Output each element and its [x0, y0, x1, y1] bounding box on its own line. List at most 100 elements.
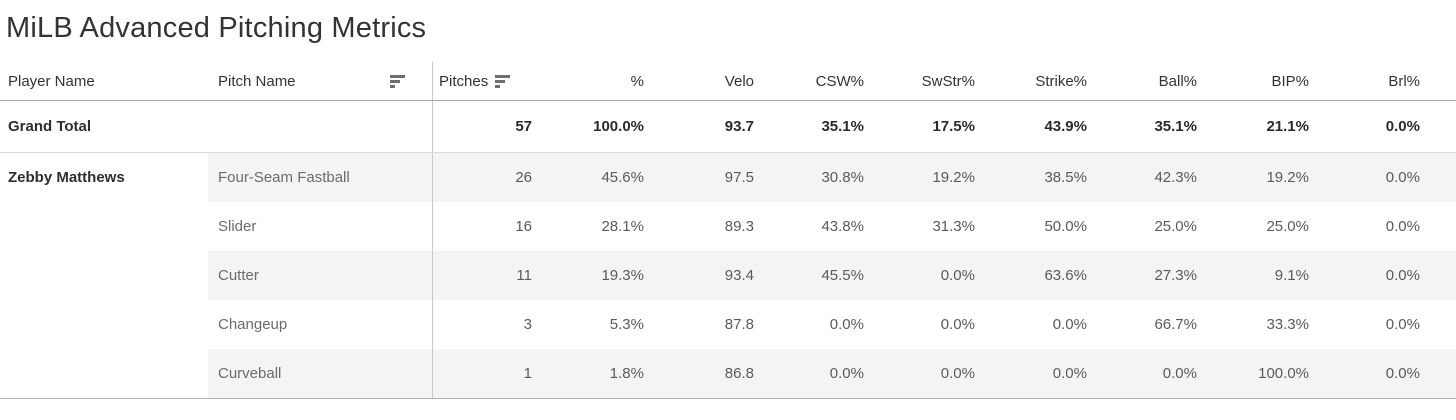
player-name-cell	[0, 349, 208, 398]
column-header-label: Velo	[724, 72, 754, 90]
metric-cell[interactable]: 11	[432, 251, 540, 300]
column-header-velo[interactable]: Velo	[652, 62, 762, 100]
metric-cell[interactable]: 0.0%	[872, 251, 983, 300]
column-header-label: Strike%	[1035, 72, 1087, 90]
metric-cell[interactable]: 66.7%	[1154, 316, 1197, 333]
pitch-name-cell[interactable]: Curveball	[208, 349, 432, 398]
column-header-swstr[interactable]: SwStr%	[872, 62, 983, 100]
metric-cell[interactable]: 86.8	[652, 349, 762, 398]
column-header-label: CSW%	[815, 72, 864, 90]
column-header-label: Pitches	[439, 72, 489, 90]
metric-cell[interactable]: 19.2%	[1205, 153, 1317, 202]
metric-cell[interactable]: 42.3%	[1095, 153, 1205, 202]
metric-cell[interactable]: 0.0%	[940, 316, 975, 333]
metric-cell[interactable]: 16	[432, 202, 540, 251]
metric-cell[interactable]: 0.0%	[1317, 153, 1456, 202]
metric-cell[interactable]: 0.0%	[829, 316, 864, 333]
metric-cell[interactable]: 3	[432, 300, 540, 349]
metric-cell[interactable]: 0.0%	[1317, 251, 1456, 300]
pitch-name-cell[interactable]: Changeup	[218, 316, 288, 333]
metric-cell[interactable]: 35.1%	[821, 118, 864, 135]
metric-cell[interactable]: 9.1%	[1205, 251, 1317, 300]
metric-cell[interactable]: 25.0%	[1154, 218, 1197, 235]
column-header-label: Pitch Name	[218, 72, 296, 90]
metric-cell[interactable]: 63.6%	[983, 251, 1095, 300]
pitching-metrics-table: Player Name Pitch Name Pitches % Velo CS…	[0, 62, 1456, 399]
page-title: MiLB Advanced Pitching Metrics	[6, 12, 427, 44]
sort-descending-icon[interactable]	[390, 74, 406, 88]
table-row: Zebby Matthews Four-Seam Fastball 26 45.6% 9…	[0, 153, 1456, 202]
column-header-label: BIP%	[1271, 72, 1309, 90]
table-row: Curveball 1 1.8% 86.8 0.0% 0.0% 0.0% 0.0% 100.0%…	[0, 349, 1456, 398]
player-name-cell	[0, 300, 208, 349]
table-body: Grand Total 57 100.0% 93.7 35.1% 17.5% 43.9% 35…	[0, 101, 1456, 398]
column-header-pitch-name[interactable]: Pitch Name	[208, 62, 432, 100]
pitch-name-cell[interactable]: Cutter	[208, 251, 432, 300]
metric-cell[interactable]: 45.6%	[540, 153, 652, 202]
metric-cell[interactable]: 0.0%	[1052, 316, 1087, 333]
metric-cell[interactable]: 33.3%	[1266, 316, 1309, 333]
metric-cell[interactable]: 0.0%	[762, 349, 872, 398]
column-header-strike[interactable]: Strike%	[983, 62, 1095, 100]
metric-cell[interactable]: 43.9%	[1044, 118, 1087, 135]
metric-cell[interactable]: 45.5%	[762, 251, 872, 300]
column-header-label: Brl%	[1388, 72, 1420, 90]
metric-cell[interactable]: 0.0%	[1385, 218, 1420, 235]
table-header-row: Player Name Pitch Name Pitches % Velo CS…	[0, 62, 1456, 101]
column-header-csw[interactable]: CSW%	[762, 62, 872, 100]
metric-cell[interactable]: 27.3%	[1095, 251, 1205, 300]
metric-cell[interactable]: 0.0%	[983, 349, 1095, 398]
metric-cell[interactable]: 17.5%	[932, 118, 975, 135]
metric-cell[interactable]: 31.3%	[932, 218, 975, 235]
metric-cell[interactable]: 5.3%	[609, 316, 644, 333]
metric-cell[interactable]: 25.0%	[1266, 218, 1309, 235]
metric-cell[interactable]: 1	[432, 349, 540, 398]
sort-descending-icon[interactable]	[495, 74, 511, 88]
metric-cell[interactable]: 28.1%	[601, 218, 644, 235]
metric-cell[interactable]: 0.0%	[872, 349, 983, 398]
metric-cell[interactable]: 43.8%	[821, 218, 864, 235]
column-header-player-name[interactable]: Player Name	[0, 62, 208, 100]
column-header-brl[interactable]: Brl%	[1317, 62, 1456, 100]
metric-cell[interactable]: 38.5%	[983, 153, 1095, 202]
player-name-cell[interactable]: Zebby Matthews	[0, 153, 208, 202]
metric-cell[interactable]: 30.8%	[762, 153, 872, 202]
pitch-name-cell[interactable]: Four-Seam Fastball	[208, 153, 432, 202]
metric-cell[interactable]: 19.2%	[872, 153, 983, 202]
metric-cell[interactable]: 97.5	[652, 153, 762, 202]
metric-cell[interactable]: 93.7	[724, 118, 754, 135]
pitch-name-cell	[208, 101, 432, 152]
metric-cell[interactable]: 100.0%	[1205, 349, 1317, 398]
column-header-bip[interactable]: BIP%	[1205, 62, 1317, 100]
metric-cell[interactable]: 35.1%	[1154, 118, 1197, 135]
grand-total-label[interactable]: Grand Total	[8, 118, 92, 135]
column-header-pitches[interactable]: Pitches	[432, 62, 540, 100]
column-header-label: %	[630, 72, 644, 90]
column-header-ball[interactable]: Ball%	[1095, 62, 1205, 100]
metric-cell[interactable]: 0.0%	[1385, 118, 1420, 135]
metric-cell[interactable]: 87.8	[724, 316, 754, 333]
pitch-name-cell[interactable]: Slider	[218, 218, 257, 235]
metric-cell[interactable]: 19.3%	[540, 251, 652, 300]
metric-cell[interactable]: 93.4	[652, 251, 762, 300]
table-row: Slider 16 28.1% 89.3 43.8% 31.3% 50.0% 25.0% 25.…	[0, 202, 1456, 251]
player-name-cell	[0, 202, 208, 251]
metric-cell[interactable]: 100.0%	[593, 118, 644, 135]
metric-cell[interactable]: 26	[432, 153, 540, 202]
metric-cell[interactable]: 57	[432, 101, 540, 152]
metric-cell[interactable]: 0.0%	[1385, 316, 1420, 333]
metric-cell[interactable]: 0.0%	[1095, 349, 1205, 398]
metric-cell[interactable]: 0.0%	[1317, 349, 1456, 398]
metric-cell[interactable]: 89.3	[724, 218, 754, 235]
column-header-label: Player Name	[8, 72, 95, 90]
grand-total-row: Grand Total 57 100.0% 93.7 35.1% 17.5% 43.9% 35…	[0, 101, 1456, 153]
column-header-pct[interactable]: %	[540, 62, 652, 100]
player-name-cell	[0, 251, 208, 300]
metric-cell[interactable]: 50.0%	[1044, 218, 1087, 235]
table-row: Changeup 3 5.3% 87.8 0.0% 0.0% 0.0% 66.7% 33.3% 0…	[0, 300, 1456, 349]
metric-cell[interactable]: 21.1%	[1266, 118, 1309, 135]
column-header-label: Ball%	[1158, 72, 1197, 90]
table-row: Cutter 11 19.3% 93.4 45.5% 0.0% 63.6% 27.3% 9.1%…	[0, 251, 1456, 300]
metric-cell[interactable]: 1.8%	[540, 349, 652, 398]
